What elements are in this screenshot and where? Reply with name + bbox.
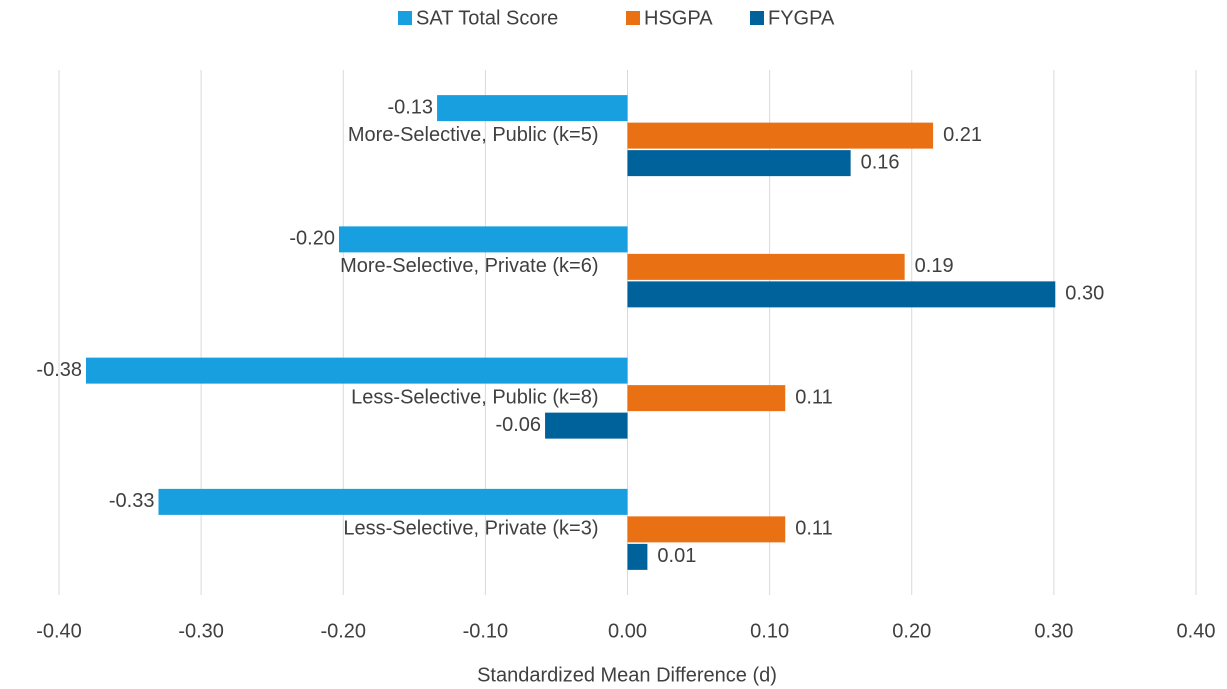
x-tick-label: 0.40 [1177,620,1216,642]
bar [158,488,628,515]
x-tick-label: -0.20 [320,620,366,642]
bar [437,95,628,122]
legend-swatch [750,11,764,25]
legend-label: SAT Total Score [416,7,558,29]
x-axis-title: Standardized Mean Difference (d) [477,664,777,686]
bar [627,385,786,412]
data-label: 0.30 [1065,283,1104,305]
data-label: -0.38 [36,359,82,381]
data-label: 0.19 [915,255,954,277]
category-label: More-Selective, Public (k=5) [348,124,599,146]
bar [627,150,851,177]
legend-swatch [626,11,640,25]
data-label: 0.21 [943,124,982,146]
category-label: Less-Selective, Private (k=3) [343,518,598,540]
x-tick-label: -0.30 [178,620,224,642]
x-tick-label: -0.10 [463,620,509,642]
x-tick-label: 0.20 [892,620,931,642]
legend-label: HSGPA [644,7,713,29]
bar [86,357,628,384]
bar [627,281,1056,308]
x-tick-label: 0.30 [1034,620,1073,642]
bar [627,516,786,543]
bar [627,122,934,149]
legend-label: FYGPA [768,7,835,29]
data-label: -0.06 [495,414,541,436]
bar [338,226,628,253]
data-label: 0.11 [795,386,832,408]
category-label: Less-Selective, Public (k=8) [351,386,598,408]
bar [545,412,628,439]
data-label: 0.16 [861,151,900,173]
category-label: More-Selective, Private (k=6) [340,255,598,277]
data-label: 0.01 [657,545,696,567]
x-tick-label: -0.40 [36,620,82,642]
legend-swatch [398,11,412,25]
data-label: -0.33 [109,490,155,512]
data-label: 0.11 [795,518,832,540]
bar [627,543,648,570]
bar [627,253,905,280]
x-tick-label: 0.00 [608,620,647,642]
data-label: -0.13 [387,96,433,118]
x-tick-label: 0.10 [750,620,789,642]
data-label: -0.20 [289,228,335,250]
